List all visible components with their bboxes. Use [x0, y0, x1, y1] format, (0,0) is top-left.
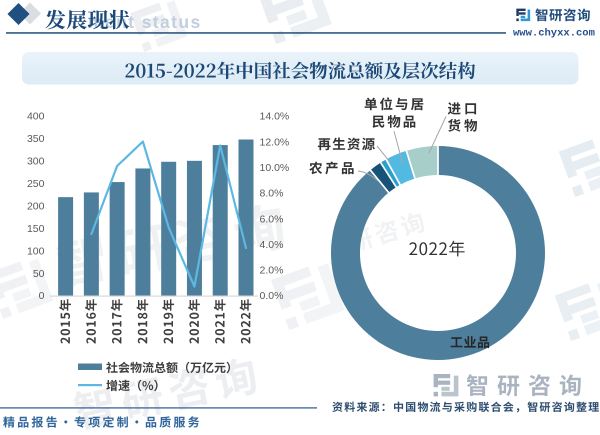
svg-text:8.0%: 8.0%: [260, 188, 284, 200]
svg-text:200: 200: [27, 200, 45, 212]
svg-text:100: 100: [27, 245, 45, 257]
svg-text:4.0%: 4.0%: [260, 239, 284, 251]
svg-text:6.0%: 6.0%: [260, 213, 284, 225]
svg-text:www.chyxx.com: www.chyxx.com: [513, 28, 595, 40]
svg-text:300: 300: [27, 156, 45, 168]
svg-text:12.0%: 12.0%: [260, 136, 290, 148]
svg-text:50: 50: [33, 268, 45, 280]
svg-text:150: 150: [27, 223, 45, 235]
svg-text:350: 350: [27, 133, 45, 145]
svg-text:400: 400: [27, 111, 45, 123]
svg-text:14.0%: 14.0%: [260, 111, 290, 123]
svg-text:2.0%: 2.0%: [260, 265, 284, 277]
svg-text:250: 250: [27, 178, 45, 190]
svg-text:0.0%: 0.0%: [260, 290, 284, 302]
svg-text:ment status: ment status: [88, 12, 202, 32]
svg-text:0: 0: [39, 290, 45, 302]
svg-text:10.0%: 10.0%: [260, 162, 290, 174]
